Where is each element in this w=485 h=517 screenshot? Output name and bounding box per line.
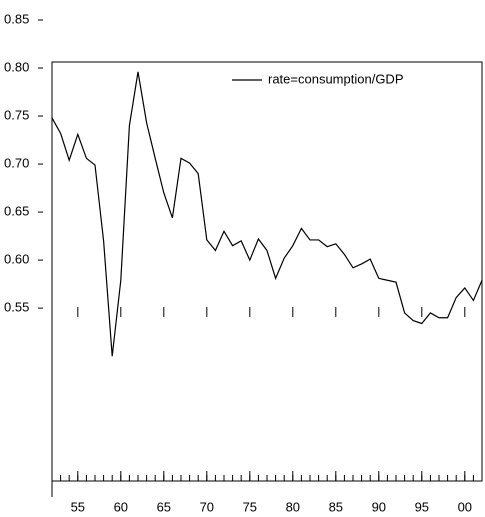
x-tick-label: 70 (200, 499, 214, 514)
x-tick-label: 75 (243, 499, 257, 514)
y-tick-label: 0.70 (4, 156, 29, 171)
x-tick-label: 65 (157, 499, 171, 514)
y-tick-label: 0.80 (4, 59, 29, 74)
x-tick-label: 00 (458, 499, 472, 514)
x-tick-label: 60 (114, 499, 128, 514)
y-tick-label: 0.60 (4, 252, 29, 267)
x-tick-label: 95 (415, 499, 429, 514)
y-tick-label: 0.75 (4, 107, 29, 122)
x-tick-label: 80 (286, 499, 300, 514)
series-line (51, 71, 483, 357)
plot-frame (51, 61, 483, 482)
x-tick-label: 90 (372, 499, 386, 514)
x-tick-label: 85 (329, 499, 343, 514)
y-tick-label: 0.65 (4, 204, 29, 219)
legend-label: rate=consumption/GDP (268, 71, 403, 86)
y-tick-label: 0.55 (4, 300, 29, 315)
y-tick-label: 0.85 (4, 11, 29, 26)
x-tick-label: 55 (71, 499, 85, 514)
